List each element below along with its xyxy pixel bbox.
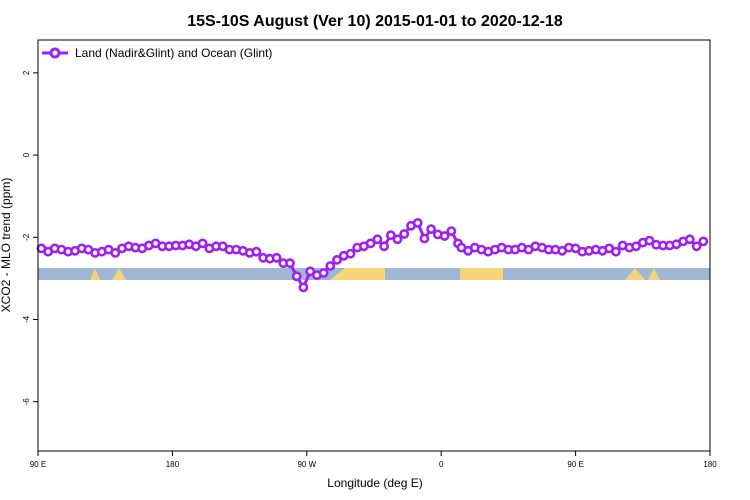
land-patch [353, 268, 385, 280]
land-patch [648, 268, 660, 280]
y-axis-label: XCO2 - MLO trend (ppm) [0, 178, 13, 313]
x-axis: 90 E 180 90 W 0 90 E 180 [30, 451, 717, 469]
data-point [271, 252, 282, 263]
data-point [332, 254, 342, 265]
data-point [426, 224, 436, 234]
data-point [110, 247, 121, 258]
land-patch [112, 268, 126, 280]
x-tick-label: 90 E [567, 460, 583, 469]
land-patch [90, 268, 100, 280]
data-point [698, 236, 709, 247]
y-tick-label: -2 [22, 233, 31, 241]
data-point [251, 246, 262, 257]
y-axis: 2 0 -2 -4 -6 [22, 70, 38, 405]
y-tick-label: 0 [22, 152, 31, 157]
legend: Land (Nadir&Glint) and Ocean (Glint) [42, 46, 272, 60]
x-tick-label: 90 E [30, 460, 46, 469]
y-tick-label: -4 [22, 315, 31, 323]
data-point [318, 268, 329, 278]
data-point [684, 234, 695, 245]
data-point [412, 217, 423, 228]
data-point [298, 282, 309, 293]
data-point [291, 271, 302, 282]
data-point [345, 248, 356, 259]
chart-title: 15S-10S August (Ver 10) 2015-01-01 to 20… [187, 13, 563, 30]
data-point [372, 234, 383, 245]
legend-label: Land (Nadir&Glint) and Ocean (Glint) [75, 46, 272, 60]
data-point [446, 226, 457, 236]
x-tick-label: 180 [703, 460, 717, 469]
land-patch [330, 268, 353, 280]
legend-marker-swatch [49, 47, 61, 59]
x-tick-label: 0 [439, 460, 444, 469]
data-point [197, 238, 208, 249]
x-tick-label: 90 W [297, 460, 316, 469]
y-tick-label: 2 [22, 70, 31, 75]
data-point [365, 238, 376, 249]
land-patch [625, 268, 645, 280]
x-axis-label: Longitude (deg E) [327, 476, 422, 490]
data-point [439, 231, 450, 241]
x-tick-label: 180 [166, 460, 180, 469]
data-point [611, 246, 621, 257]
data-point [691, 241, 702, 252]
y-tick-label: -6 [22, 398, 31, 406]
land-patch [460, 268, 503, 280]
data-point [392, 234, 403, 245]
data-point [325, 261, 336, 271]
data-point [399, 229, 410, 239]
data-point [644, 235, 655, 246]
series-layer [36, 217, 709, 293]
land-ocean-band [38, 268, 710, 280]
plot-frame [37, 39, 711, 452]
data-point [419, 233, 430, 244]
data-point [285, 258, 295, 269]
data-point [385, 230, 396, 241]
data-point [379, 241, 389, 252]
